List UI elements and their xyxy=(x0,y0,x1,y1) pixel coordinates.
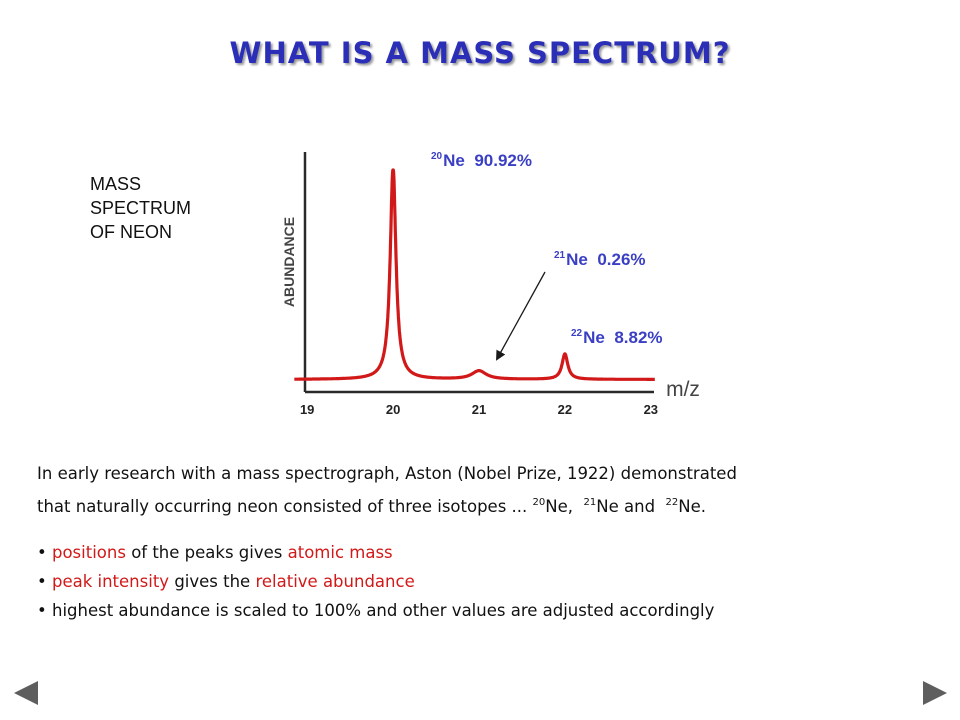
side-label-line-3: OF NEON xyxy=(90,222,173,242)
intro-line-2: that naturally occurring neon consisted … xyxy=(37,497,707,516)
x-tick-label-21: 21 xyxy=(472,402,486,417)
next-slide-button[interactable] xyxy=(923,681,947,705)
x-tick-label-19: 19 xyxy=(300,402,314,417)
previous-slide-button[interactable] xyxy=(14,681,38,705)
mass-spectrum-chart: ABUNDANCE m/z 19 20 21 22 23 xyxy=(281,152,700,417)
x-tick-label-20: 20 xyxy=(386,402,400,417)
bullet-item-3: • highest abundance is scaled to 100% an… xyxy=(37,601,715,620)
bullet-item-2: • peak intensity gives the relative abun… xyxy=(37,572,415,591)
side-label-line-2: SPECTRUM xyxy=(90,198,192,218)
peak-label-ne21: 21Ne 0.26% xyxy=(554,250,646,269)
side-label-line-1: MASS xyxy=(90,174,142,194)
peak-label-ne22: 22Ne 8.82% xyxy=(571,328,663,347)
chart-side-label: MASS SPECTRUM OF NEON xyxy=(90,172,191,244)
spectrum-trace xyxy=(293,168,656,381)
bullet-list: • positions of the peaks gives atomic ma… xyxy=(37,538,927,625)
intro-paragraph: In early research with a mass spectrogra… xyxy=(37,459,927,521)
pointer-arrow xyxy=(496,271,546,361)
intro-line-1: In early research with a mass spectrogra… xyxy=(37,464,737,483)
x-axis-label: m/z xyxy=(666,378,700,401)
bullet-item-1: • positions of the peaks gives atomic ma… xyxy=(37,543,393,562)
x-tick-label-23: 23 xyxy=(644,402,658,417)
y-axis-label: ABUNDANCE xyxy=(281,217,297,307)
slide-title: WHAT IS A MASS SPECTRUM? xyxy=(229,36,731,70)
peak-label-ne20: 20Ne 90.92% xyxy=(431,151,532,170)
x-tick-label-22: 22 xyxy=(558,402,572,417)
